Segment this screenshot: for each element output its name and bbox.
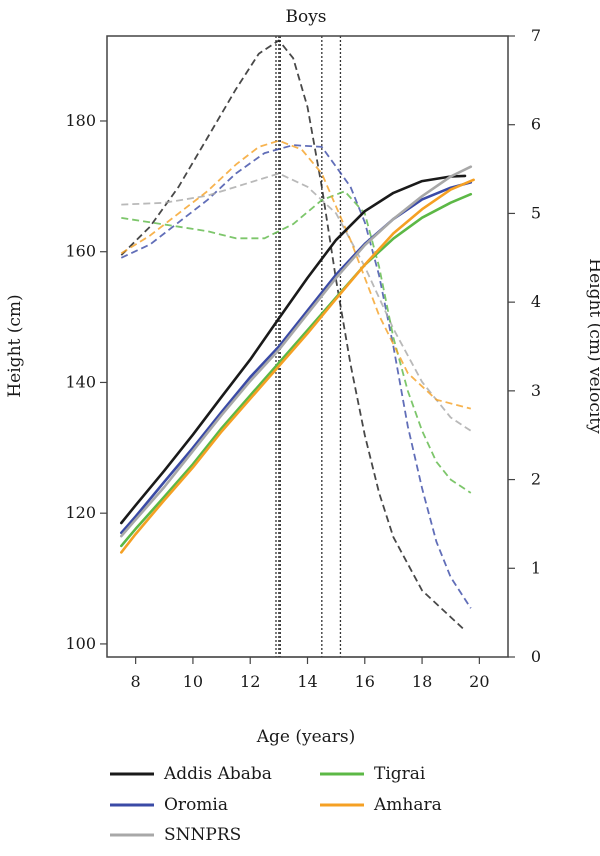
y-tick-label: 180: [65, 111, 96, 130]
y2-tick-label: 1: [531, 558, 541, 577]
y2-tick-label: 0: [531, 647, 541, 666]
legend-label: SNNPRS: [164, 825, 241, 845]
y2-tick-label: 4: [531, 292, 541, 311]
y2-tick-label: 5: [531, 203, 541, 222]
height-line-addis-ababa: [120, 174, 467, 525]
height-line-amhara: [120, 178, 475, 554]
y-tick-label: 160: [65, 242, 96, 261]
y-tick-label: 100: [65, 634, 96, 653]
x-tick-label: 20: [469, 672, 489, 691]
y-tick-label: 140: [65, 372, 96, 391]
velocity-line-amhara: [120, 139, 472, 410]
x-tick-label: 16: [355, 672, 375, 691]
height-line-tigrai: [120, 192, 473, 548]
x-axis-title: Age (years): [256, 727, 356, 747]
y2-tick-label: 6: [531, 115, 541, 134]
velocity-line-tigrai: [121, 190, 472, 494]
velocity-line-addis-ababa: [120, 39, 466, 632]
legend-label: Tigrai: [374, 764, 426, 784]
plot-area: [120, 36, 475, 657]
y2-tick-label: 2: [531, 470, 541, 489]
x-tick-label: 12: [240, 672, 260, 691]
x-tick-label: 8: [131, 672, 141, 691]
x-tick-label: 10: [183, 672, 203, 691]
x-tick-label: 14: [297, 672, 317, 691]
legend-label: Oromia: [164, 795, 228, 815]
plot-frame: [106, 35, 509, 658]
legend: Addis Ababa Tigrai Oromia Amhara SNNPRS: [110, 764, 442, 845]
y-axis-title: Height (cm): [5, 294, 25, 397]
velocity-line-oromia: [120, 144, 472, 609]
y-tick-label: 120: [65, 503, 96, 522]
y2-tick-label: 7: [531, 26, 541, 45]
legend-label: Addis Ababa: [163, 764, 272, 784]
y2-tick-label: 3: [531, 381, 541, 400]
chart-title: Boys: [285, 7, 326, 27]
height-line-snnprs: [120, 165, 473, 538]
y2-axis-title: Height (cm) velocity: [585, 258, 600, 434]
legend-label: Amhara: [373, 795, 442, 815]
height-line-oromia: [120, 181, 473, 535]
x-tick-label: 18: [412, 672, 432, 691]
